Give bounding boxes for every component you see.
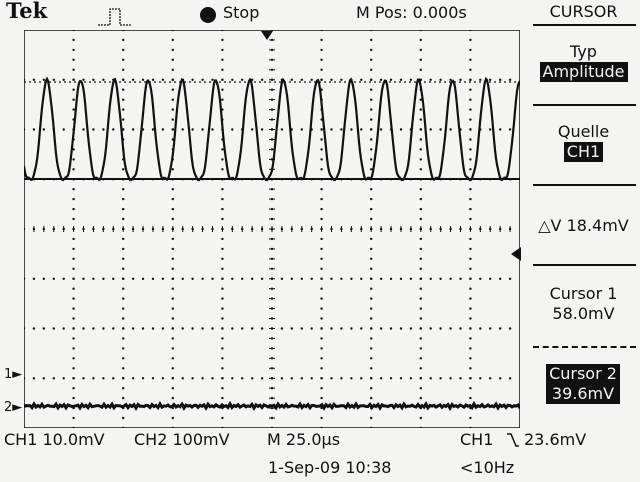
menu-divider	[533, 184, 636, 186]
cursor-1-value: 58.0mV	[552, 304, 615, 323]
waveform-display	[24, 30, 520, 428]
source-label: Quelle	[557, 122, 610, 141]
stop-indicator-icon	[200, 7, 216, 23]
menu-divider	[533, 24, 636, 26]
cursor-1-menu-item[interactable]: Cursor 1 58.0mV	[527, 284, 640, 324]
type-label: Typ	[570, 42, 597, 61]
delta-readout: △V 18.4mV	[538, 216, 629, 235]
ch2-waveform	[24, 400, 520, 412]
trigger-source: CH1	[460, 430, 494, 449]
cursor-2-menu-item[interactable]: Cursor 2 39.6mV	[546, 364, 620, 404]
type-menu-item[interactable]: Typ Amplitude	[527, 42, 640, 82]
menu-title: CURSOR	[549, 2, 618, 21]
ch1-scale: CH1 10.0mV	[4, 430, 105, 449]
ch2-ground-marker: 2►	[4, 400, 23, 415]
m-pos-readout: M Pos: 0.000s	[356, 3, 467, 22]
type-value: Amplitude	[539, 62, 628, 82]
cursor-1-label: Cursor 1	[549, 284, 618, 303]
cursor-2-label: Cursor 2	[549, 364, 617, 383]
trigger-level: 23.6mV	[524, 430, 587, 449]
date-time: 1-Sep-09 10:38	[268, 458, 392, 477]
menu-divider	[533, 346, 636, 348]
run-state: Stop	[223, 3, 260, 22]
trigger-position-arrow-icon	[261, 31, 273, 40]
graticule-grid	[24, 30, 512, 428]
timebase: M 25.0µs	[267, 430, 341, 449]
source-menu-item[interactable]: Quelle CH1	[527, 122, 640, 162]
ch1-waveform	[24, 76, 520, 182]
frequency: <10Hz	[460, 458, 515, 477]
ch1-ground-marker: 1►	[4, 367, 23, 382]
falling-slope-icon	[507, 433, 519, 447]
brand-logo: Tek	[6, 0, 48, 23]
cursor-2-value: 39.6mV	[551, 384, 615, 403]
trigger-level-arrow-icon	[511, 247, 521, 261]
ch2-scale: CH2 100mV	[134, 430, 230, 449]
menu-divider	[533, 104, 636, 106]
trigger-pulse-icon	[98, 8, 132, 26]
menu-divider	[533, 264, 636, 266]
source-value: CH1	[563, 142, 604, 162]
